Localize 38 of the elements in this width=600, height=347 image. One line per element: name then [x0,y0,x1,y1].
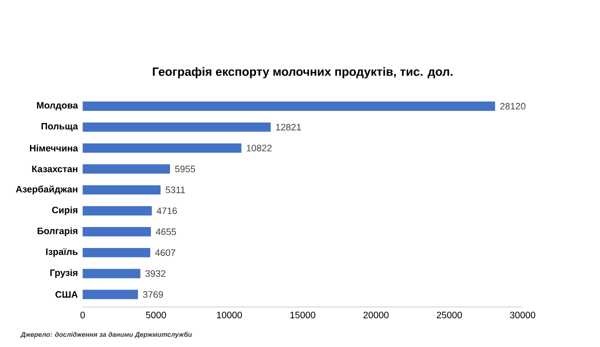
bar [82,102,496,111]
bar [82,248,150,258]
x-tick-label: 10000 [217,312,242,318]
data-label: 12821 [276,124,301,130]
data-label: 28120 [500,102,526,110]
y-tick-label: Грузія [50,269,78,278]
data-label: 5955 [175,166,196,172]
x-tick-label: 15000 [290,312,316,318]
x-tick-label: 25000 [436,312,462,318]
bar [82,268,140,278]
x-tick-label: 30000 [510,312,536,318]
data-label: 10822 [246,144,272,152]
x-tick-label: 0 [80,312,85,318]
bar [82,143,242,153]
y-tick-label: Азербайджан [16,185,78,194]
y-tick-label: США [55,291,78,298]
y-tick-label: Польща [42,122,78,132]
bar [82,290,138,300]
bar [82,122,271,132]
bar [82,227,151,236]
data-label: 4655 [156,228,176,236]
bar [82,185,161,195]
x-tick-label: 20000 [363,312,389,318]
y-tick-label: Сирія [52,206,78,216]
y-tick-label: Ізраїль [46,248,78,257]
data-label: 5311 [166,186,185,194]
bar [82,206,152,216]
y-tick-label: Болгарія [38,227,78,236]
y-tick-label: Німеччина [30,144,78,152]
data-label: 4607 [155,249,176,256]
y-tick-label: Молдова [36,102,78,110]
data-label: 3932 [145,270,166,277]
x-tick-label: 5000 [146,312,166,318]
chart-title: Географія експорту молочних продуктів, тис. дол. [152,67,452,78]
y-tick-label: Казахстан [32,166,78,172]
data-label: 3769 [143,291,163,298]
data-label: 4716 [156,208,177,214]
bar [82,164,170,174]
